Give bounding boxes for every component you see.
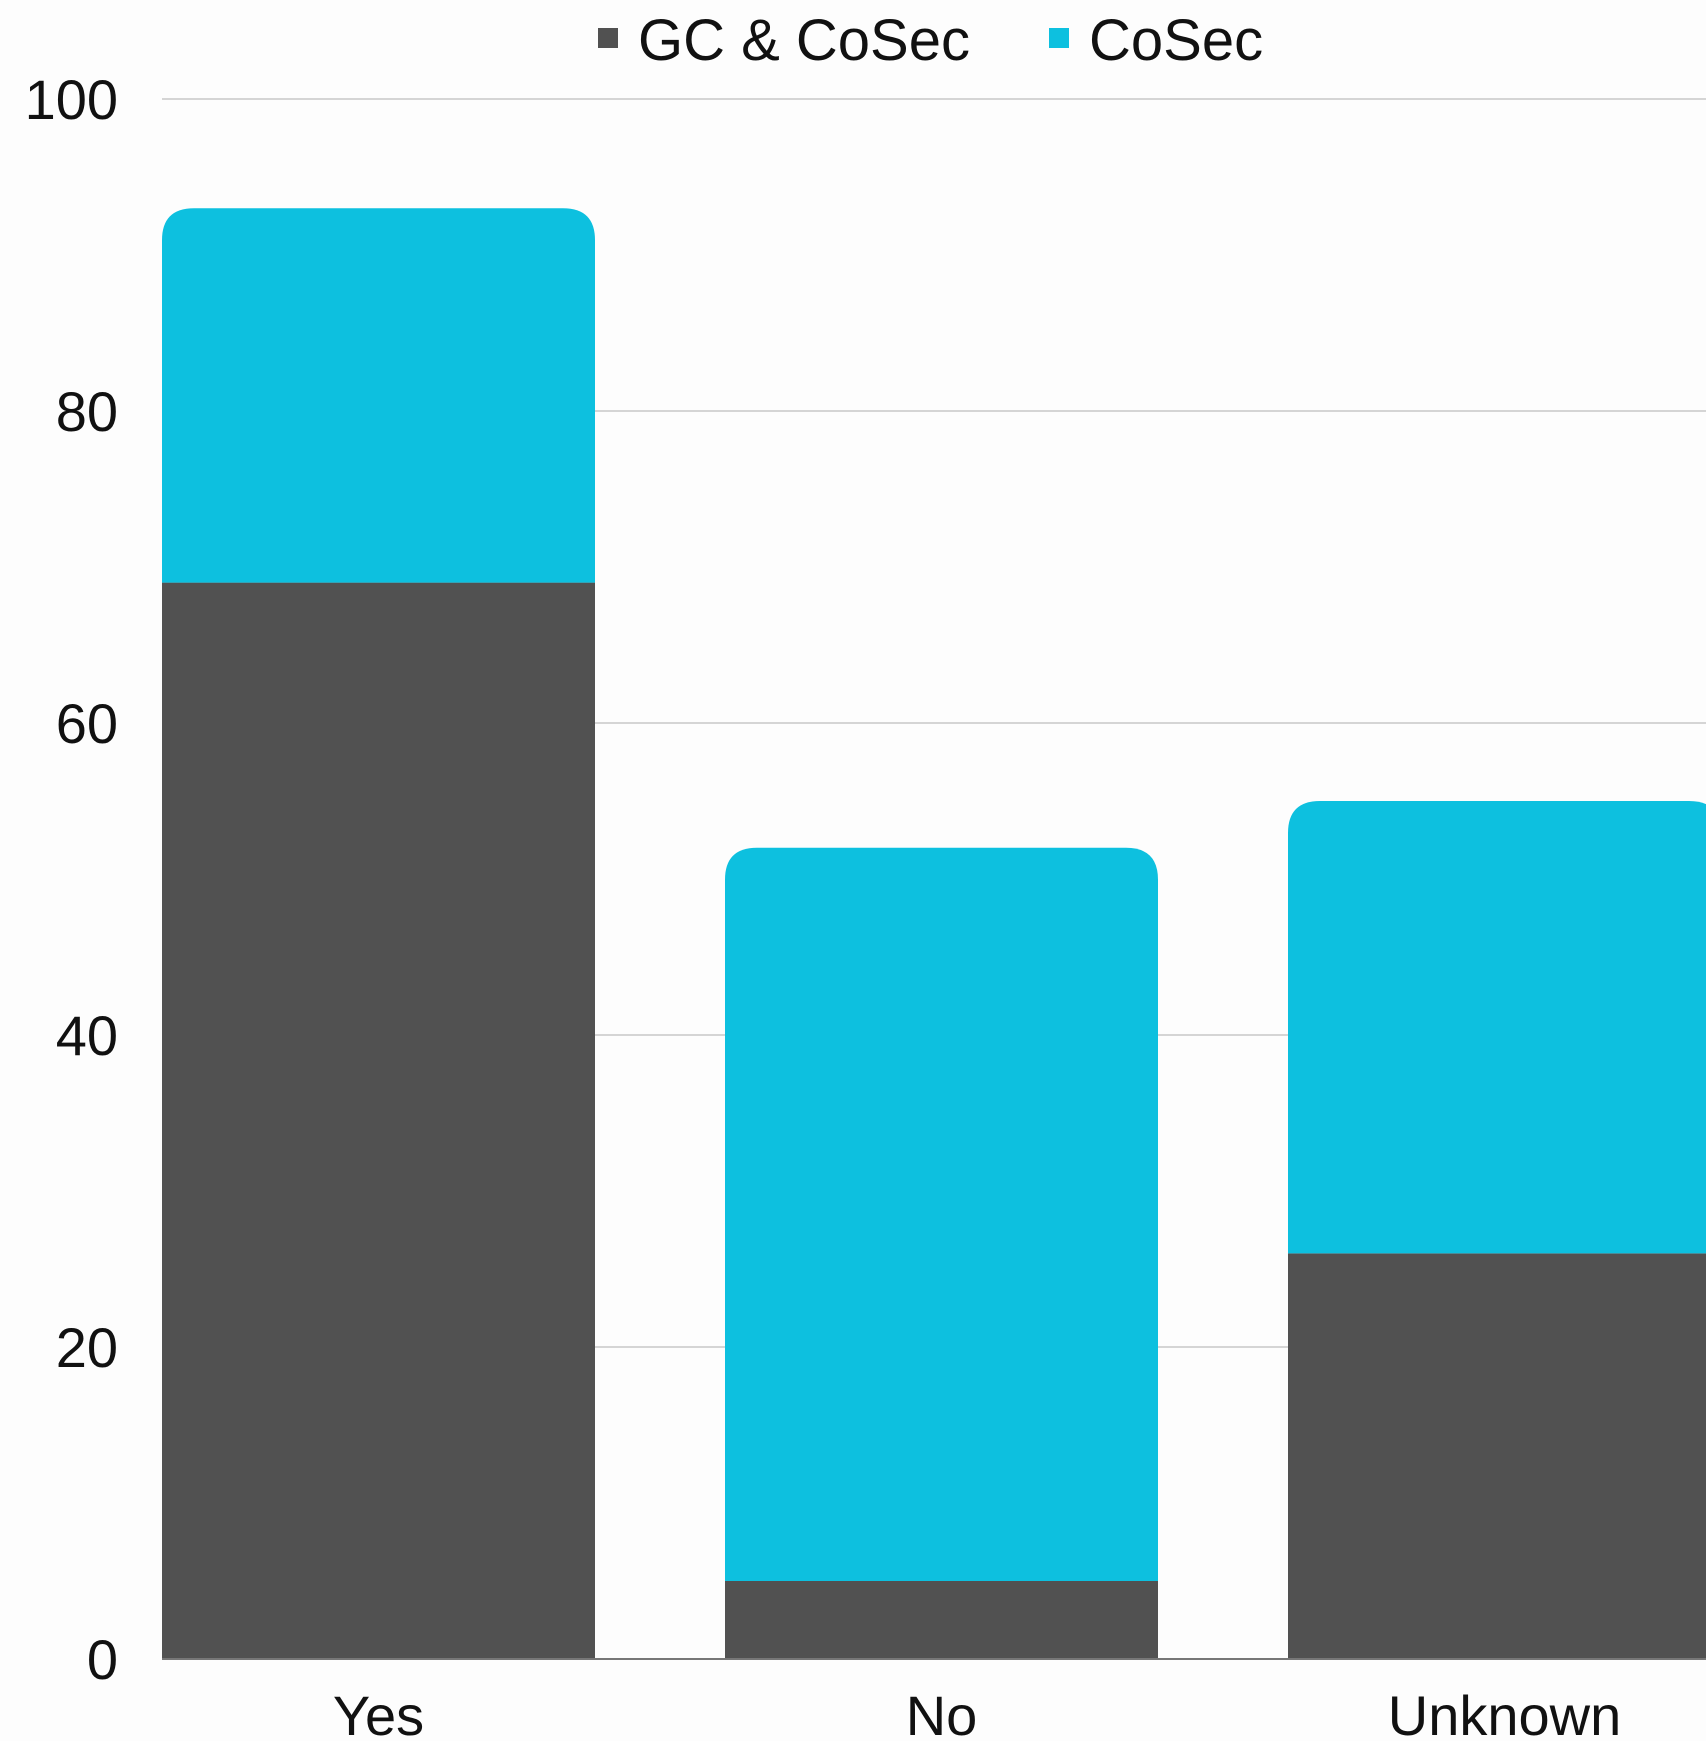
legend-swatch: [1049, 28, 1069, 48]
legend-label: CoSec: [1089, 8, 1263, 73]
y-tick-label: 20: [56, 1316, 118, 1379]
legend-swatch: [598, 28, 618, 48]
x-tick-label: Yes: [333, 1684, 424, 1741]
legend-label: GC & CoSec: [638, 8, 970, 73]
bar-segment-yes-gc-cosec: [162, 582, 595, 1659]
y-tick-label: 40: [56, 1004, 118, 1067]
legend: GC & CoSec CoSec: [598, 8, 1263, 73]
y-tick-label: 0: [87, 1628, 118, 1691]
axes: 0 20 40 60 80 100 Yes No Unknown: [25, 68, 1706, 1741]
bar-segment-unknown-cosec: [1288, 801, 1706, 1254]
x-tick-label: Unknown: [1388, 1684, 1621, 1741]
bar-segment-unknown-gc-cosec: [1288, 1253, 1706, 1659]
bars: [162, 208, 1706, 1659]
x-tick-label: No: [906, 1684, 978, 1741]
bar-segment-no-cosec: [725, 847, 1158, 1581]
y-tick-label: 80: [56, 380, 118, 443]
bar-segment-yes-cosec: [162, 208, 595, 583]
y-tick-label: 60: [56, 692, 118, 755]
y-tick-label: 100: [25, 68, 118, 131]
bar-segment-no-gc-cosec: [725, 1581, 1158, 1659]
